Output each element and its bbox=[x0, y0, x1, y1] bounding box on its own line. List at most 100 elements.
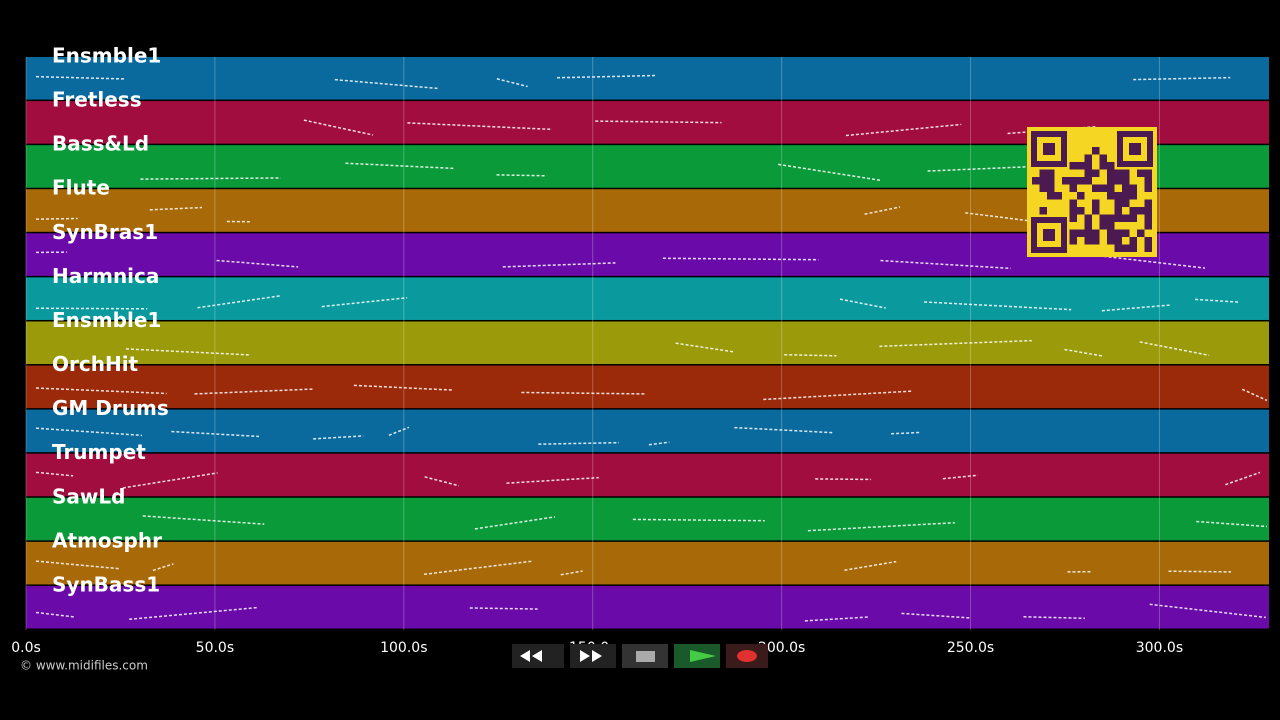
stop-button[interactable] bbox=[622, 644, 668, 668]
qr-module bbox=[1077, 207, 1085, 215]
track-lane bbox=[26, 365, 1269, 409]
qr-module bbox=[1114, 192, 1122, 200]
note-strokes bbox=[502, 262, 616, 268]
note-strokes bbox=[140, 177, 281, 180]
qr-module bbox=[1047, 192, 1055, 200]
qr-module bbox=[1122, 214, 1130, 222]
forward-button[interactable] bbox=[570, 644, 616, 668]
play-button[interactable] bbox=[674, 644, 720, 668]
qr-module bbox=[1099, 184, 1107, 192]
note-strokes bbox=[469, 607, 538, 610]
qr-module bbox=[1069, 199, 1077, 207]
note-strokes bbox=[496, 78, 528, 88]
note-strokes bbox=[35, 387, 167, 395]
note-strokes bbox=[924, 301, 1072, 311]
qr-module bbox=[1129, 184, 1137, 192]
note-strokes bbox=[424, 476, 460, 487]
qr-module bbox=[1122, 169, 1130, 177]
note-strokes bbox=[197, 295, 280, 309]
note-strokes bbox=[345, 162, 456, 170]
note-strokes bbox=[879, 339, 1032, 348]
qr-module bbox=[1122, 229, 1130, 237]
note-strokes bbox=[1064, 348, 1104, 357]
note-strokes bbox=[839, 298, 886, 309]
track-name: SynBass1 bbox=[52, 572, 160, 596]
note-strokes bbox=[407, 122, 552, 131]
note-strokes bbox=[845, 123, 962, 137]
track-name: Fretless bbox=[52, 88, 142, 112]
note-strokes bbox=[901, 612, 970, 619]
note-strokes bbox=[216, 259, 299, 268]
note-strokes bbox=[152, 563, 174, 572]
qr-module bbox=[1099, 154, 1107, 162]
note-strokes bbox=[334, 78, 438, 90]
qr-module bbox=[1137, 229, 1145, 237]
note-strokes bbox=[778, 163, 881, 181]
qr-module bbox=[1084, 177, 1092, 185]
note-strokes bbox=[965, 212, 1049, 225]
track-name: Ensmble1 bbox=[52, 44, 161, 68]
rewind-button[interactable] bbox=[512, 644, 564, 668]
note-strokes bbox=[1195, 298, 1239, 303]
qr-module bbox=[1069, 229, 1077, 237]
track-name: GM Drums bbox=[52, 396, 169, 420]
track-lane bbox=[26, 541, 1269, 585]
note-strokes bbox=[35, 427, 143, 437]
qr-module bbox=[1122, 199, 1130, 207]
qr-module bbox=[1039, 169, 1047, 177]
note-strokes bbox=[807, 521, 955, 532]
track-name: Trumpet bbox=[52, 440, 146, 464]
qr-module bbox=[1099, 222, 1107, 230]
qr-module bbox=[1084, 154, 1092, 162]
qr-module bbox=[1129, 214, 1137, 222]
note-strokes bbox=[1023, 616, 1085, 620]
note-strokes bbox=[662, 257, 819, 261]
qr-module bbox=[1122, 244, 1130, 252]
note-strokes bbox=[35, 611, 75, 618]
qr-module bbox=[1144, 207, 1152, 215]
qr-module bbox=[1107, 192, 1115, 200]
note-strokes bbox=[149, 206, 203, 211]
qr-module bbox=[1107, 169, 1115, 177]
note-strokes bbox=[560, 570, 583, 576]
qr-module bbox=[1069, 207, 1077, 215]
note-strokes bbox=[864, 206, 901, 215]
note-strokes bbox=[521, 391, 646, 395]
x-tick-label: 200.0s bbox=[758, 640, 805, 656]
qr-module bbox=[1107, 229, 1115, 237]
qr-module bbox=[1122, 192, 1130, 200]
qr-module bbox=[1084, 162, 1092, 170]
note-strokes bbox=[557, 74, 656, 79]
qr-module bbox=[1114, 199, 1122, 207]
qr-module bbox=[1144, 184, 1152, 192]
qr-module bbox=[1084, 214, 1092, 222]
note-strokes bbox=[1101, 304, 1171, 312]
note-strokes bbox=[1149, 603, 1266, 619]
track-lane bbox=[26, 321, 1269, 365]
qr-module bbox=[1069, 237, 1077, 245]
note-strokes bbox=[1133, 76, 1231, 81]
note-strokes bbox=[1139, 341, 1210, 357]
track-lane bbox=[26, 497, 1269, 541]
qr-module bbox=[1129, 192, 1137, 200]
track-name: Harmnica bbox=[52, 264, 159, 288]
track-name: Flute bbox=[52, 176, 110, 200]
qr-module bbox=[1054, 192, 1062, 200]
qr-module bbox=[1107, 184, 1115, 192]
track-lane bbox=[26, 409, 1269, 453]
qr-module bbox=[1077, 192, 1085, 200]
transport-controls bbox=[512, 644, 768, 668]
qr-module bbox=[1114, 207, 1122, 215]
qr-module bbox=[1144, 214, 1152, 222]
note-strokes bbox=[927, 164, 1070, 172]
qr-module bbox=[1144, 237, 1152, 245]
note-strokes bbox=[1225, 471, 1261, 486]
track-name: SynBras1 bbox=[52, 220, 158, 244]
note-strokes bbox=[496, 174, 547, 177]
qr-module bbox=[1084, 237, 1092, 245]
qr-module bbox=[1069, 184, 1077, 192]
qr-module bbox=[1084, 229, 1092, 237]
qr-module bbox=[1099, 162, 1107, 170]
track-name: SawLd bbox=[52, 484, 125, 508]
record-button[interactable] bbox=[726, 644, 768, 668]
